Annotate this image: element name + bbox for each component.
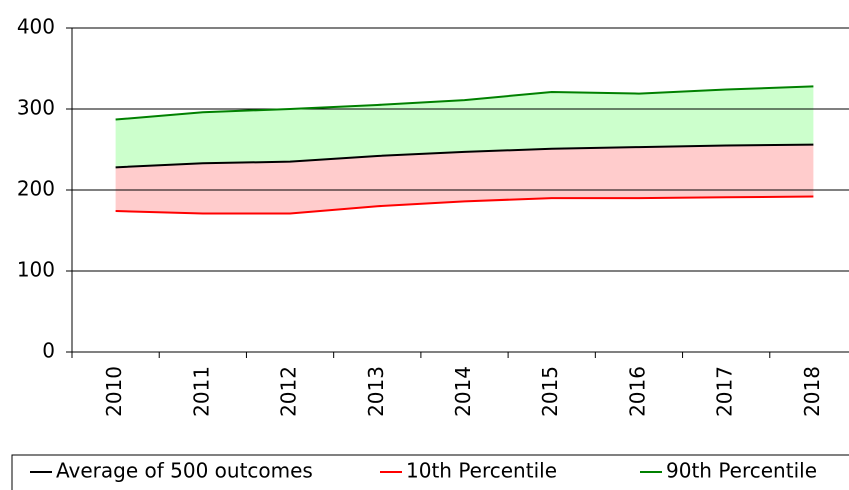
y-tick-label: 400: [17, 15, 55, 39]
x-tick-label: 2017: [713, 366, 737, 417]
x-tick-label: 2010: [102, 366, 126, 417]
bands: [115, 86, 814, 214]
legend-box: [11, 454, 849, 490]
series-line: [115, 195, 814, 215]
x-tick-label: 2014: [451, 366, 475, 417]
series-line: [115, 85, 814, 121]
legend-label: 10th Percentile: [406, 459, 557, 483]
y-tick-label: 0: [42, 339, 55, 363]
x-tick-label: 2015: [538, 366, 562, 417]
y-tick-label: 300: [17, 96, 55, 120]
series-line: [115, 143, 814, 169]
x-tick-label: 2016: [625, 366, 649, 417]
x-tick-label: 2013: [364, 366, 388, 417]
y-tick-label: 200: [17, 177, 55, 201]
x-tick-label: 2011: [189, 366, 213, 417]
y-tick-label: 100: [17, 258, 55, 282]
legend-label: Average of 500 outcomes: [56, 459, 313, 483]
legend-label: 90th Percentile: [666, 459, 817, 483]
x-tick-label: 2018: [800, 366, 824, 417]
x-tick-label: 2012: [277, 366, 301, 417]
